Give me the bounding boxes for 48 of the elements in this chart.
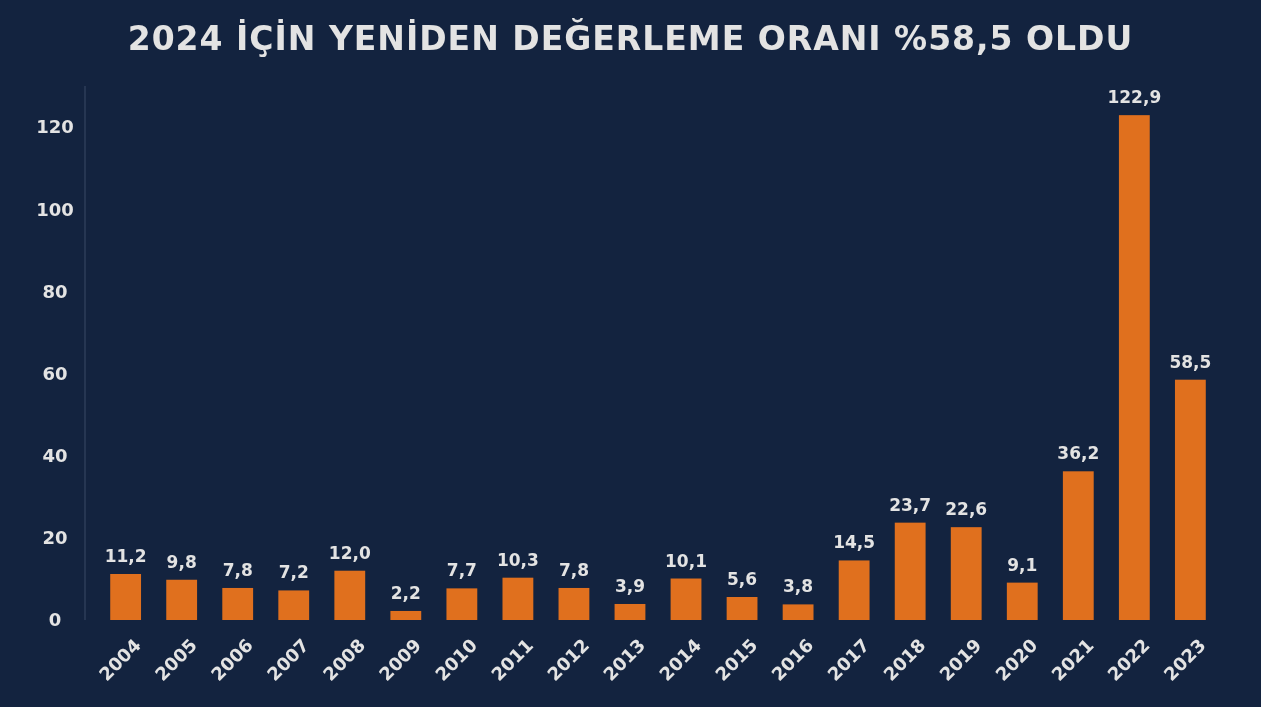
data-label: 7,8 [222, 559, 253, 580]
data-label: 9,1 [1007, 554, 1038, 575]
data-label: 14,5 [833, 532, 876, 553]
bar [670, 578, 702, 620]
bar [110, 573, 142, 620]
data-label: 58,5 [1169, 351, 1212, 372]
bar [1174, 379, 1206, 620]
bar [614, 603, 646, 620]
bar [1062, 471, 1094, 620]
bar [838, 560, 870, 620]
bar [1006, 582, 1038, 620]
data-label: 12,0 [328, 542, 371, 563]
data-label: 7,2 [278, 562, 309, 583]
data-label: 22,6 [945, 499, 988, 520]
data-label: 7,7 [446, 560, 477, 581]
bar [782, 604, 814, 620]
bar [502, 577, 534, 620]
data-label: 10,3 [496, 549, 539, 570]
bar [1118, 115, 1150, 620]
bar [558, 587, 590, 620]
bar [334, 570, 366, 620]
y-tick-label: 100 [36, 198, 74, 220]
bar [894, 522, 926, 620]
data-label: 10,1 [665, 550, 707, 571]
bar [726, 597, 758, 620]
data-label: 36,2 [1057, 443, 1100, 464]
data-label: 5,6 [727, 569, 758, 589]
y-tick-label: 40 [42, 444, 68, 466]
y-tick-label: 120 [36, 116, 74, 138]
y-tick-label: 60 [42, 362, 68, 384]
y-tick-label: 20 [42, 527, 68, 549]
y-tick-label: 0 [48, 609, 62, 631]
data-label: 2,2 [390, 582, 421, 603]
y-tick-label: 80 [42, 280, 68, 302]
bar [278, 590, 310, 620]
bar [222, 587, 254, 620]
bar [446, 588, 478, 620]
bar [390, 610, 422, 620]
data-label: 122,9 [1107, 87, 1162, 108]
data-label: 9,8 [166, 551, 197, 572]
data-label: 3,8 [783, 576, 814, 597]
bar [950, 527, 982, 620]
data-label: 7,8 [558, 559, 589, 580]
data-label: 23,7 [889, 494, 932, 515]
data-label: 11,2 [104, 545, 147, 566]
chart-title: 2024 İÇİN YENİDEN DEĞERLEME ORANI %58,5 OLDU [127, 18, 1134, 58]
data-label: 3,9 [614, 575, 646, 596]
bar [166, 579, 198, 620]
